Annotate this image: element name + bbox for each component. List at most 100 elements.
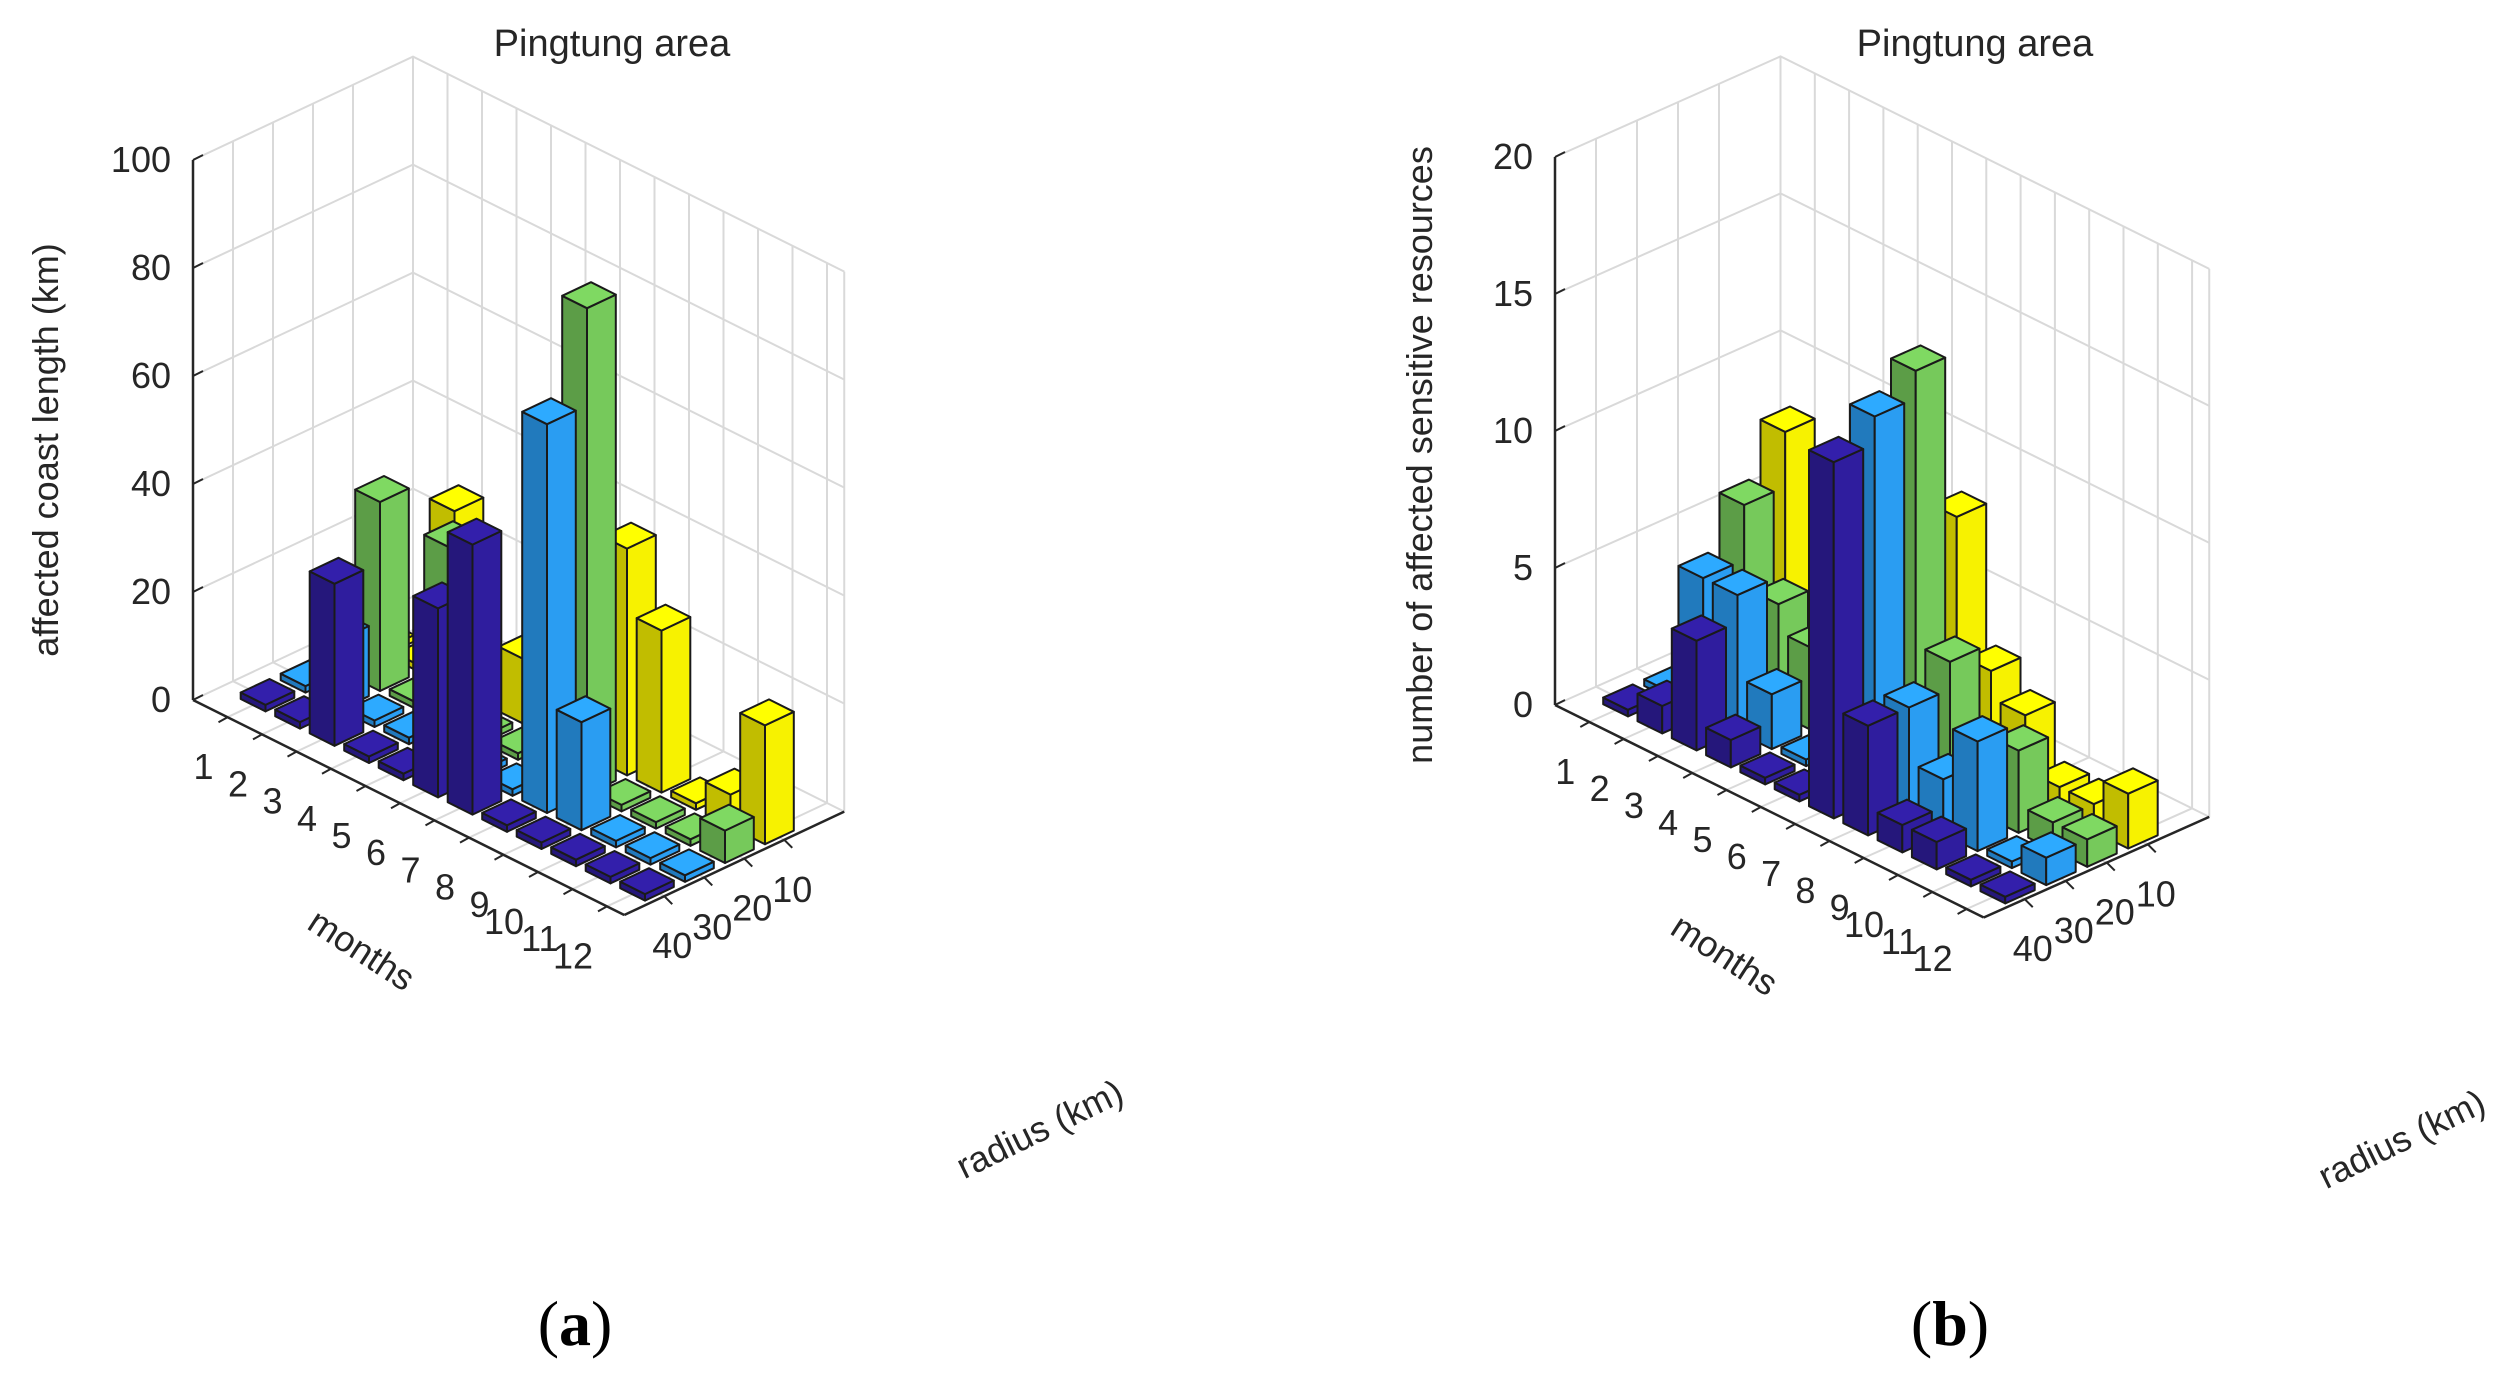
- z-tick-label: 5: [1513, 547, 1533, 588]
- bar-face-top: [481, 798, 537, 827]
- radius-tick-mark: [2147, 843, 2157, 854]
- bar-face-side: [1976, 727, 2009, 853]
- chart-panel-b: Pingtung area number of affected sensiti…: [1399, 23, 2491, 1359]
- z-tick-label: 100: [111, 139, 171, 180]
- bar-face-top: [1999, 688, 2056, 717]
- bar-face-top: [515, 815, 572, 844]
- bar-40-month-4: [343, 729, 399, 764]
- bar-face-top: [2020, 831, 2077, 859]
- bar-face-top: [1711, 568, 1768, 597]
- radius-tick-label: 40: [652, 925, 692, 966]
- radius-axis-line: [1983, 815, 2210, 919]
- z-tick-mark: [1554, 562, 1566, 569]
- radius-axis-line: [623, 810, 845, 917]
- z-gridline: [192, 379, 845, 597]
- bar-face-top: [521, 397, 577, 426]
- month-tick-label: 2: [228, 763, 248, 804]
- bar-40-month-8: [481, 798, 537, 833]
- bar-40-month-4: [1705, 713, 1762, 769]
- bar-face-top: [1718, 478, 1775, 506]
- month-tick-label: 2: [1590, 768, 1610, 809]
- bar-face-top: [1924, 635, 1981, 663]
- bar-face-side: [764, 710, 795, 846]
- chart-panel-a: Pingtung area affected coast length (km)…: [25, 23, 1129, 1359]
- month-tick-mark: [1785, 823, 1796, 830]
- radius-tick-mark: [703, 876, 713, 887]
- bar-30-month-11: [624, 831, 681, 866]
- bar-face-top: [555, 695, 612, 724]
- bar-face-side: [580, 707, 612, 832]
- chart-title-a: Pingtung area: [494, 23, 731, 65]
- z-tick-mark: [192, 262, 204, 269]
- bar-face-front: [412, 595, 439, 799]
- month-tick-label: 7: [400, 849, 420, 890]
- bar-face-top: [739, 698, 795, 727]
- radius-tick-mark: [2024, 898, 2034, 908]
- z-tick-mark: [1554, 151, 1566, 158]
- radius-tick-mark: [663, 895, 673, 905]
- bar-20-month-10: [630, 795, 686, 830]
- bar-face-top: [2102, 767, 2159, 795]
- z-tick-label: 20: [1493, 136, 1533, 177]
- z-tick-label: 10: [1493, 410, 1533, 451]
- z-tick-mark: [192, 694, 204, 701]
- bar-face-top: [699, 803, 755, 832]
- x-axis-label-a: months: [301, 900, 422, 999]
- bar-face-top: [1945, 853, 2002, 881]
- month-tick-mark: [1854, 857, 1865, 864]
- month-tick-mark: [287, 750, 297, 758]
- month-tick-mark: [252, 733, 263, 741]
- radius-tick-label: 30: [2054, 910, 2094, 951]
- caption-a: (a): [538, 1288, 613, 1359]
- bar-40-month-11: [1945, 853, 2002, 888]
- bar-face-top: [239, 678, 296, 706]
- month-tick-mark: [1648, 755, 1659, 762]
- z-tick-mark: [1554, 425, 1566, 432]
- radius-ticks-a: 40 30 20 10: [652, 839, 812, 966]
- month-tick-label: 5: [1692, 819, 1712, 860]
- bar-face-top: [1876, 798, 1933, 826]
- radius-ticks-b: 40 30 20 10: [2013, 843, 2176, 969]
- month-tick-label: 5: [331, 815, 351, 856]
- month-tick-mark: [1682, 772, 1693, 779]
- bar-face-front: [1842, 712, 1869, 837]
- radius-tick-mark: [743, 857, 753, 868]
- bar-40-month-3: [308, 556, 365, 747]
- bar-face-top: [1979, 870, 2036, 898]
- bar-face-top: [590, 814, 646, 842]
- z-tick-label: 80: [131, 247, 171, 288]
- bar-30-month-12: [659, 848, 715, 883]
- bar-face-side: [379, 487, 410, 692]
- z-axis-label-a: affected coast length (km): [25, 243, 66, 657]
- month-tick-mark: [597, 905, 608, 913]
- z-gridline: [192, 55, 845, 273]
- z-tick-mark: [192, 154, 204, 161]
- month-tick-label: 12: [553, 935, 593, 976]
- month-tick-mark: [563, 888, 573, 896]
- caption-b: (b): [1911, 1288, 1989, 1359]
- bar-face-top: [619, 867, 675, 896]
- month-tick-mark: [356, 785, 366, 792]
- month-tick-label: 3: [262, 781, 282, 822]
- bar-face-top: [1746, 667, 1803, 696]
- bar-40-month-10: [1910, 815, 1968, 871]
- bar-face-front: [635, 617, 663, 794]
- month-tick-label: 9: [469, 884, 489, 925]
- month-tick-mark: [390, 802, 401, 810]
- bar-face-top: [1808, 435, 1865, 464]
- month-tick-label: 12: [1913, 938, 1953, 979]
- y-axis-label-a: radius (km): [950, 1071, 1130, 1187]
- bar-face-side: [660, 616, 692, 794]
- bar-face-top: [584, 850, 641, 878]
- month-tick-label: 11: [521, 918, 558, 959]
- month-tick-label: 4: [297, 798, 317, 839]
- z-tick-mark: [1554, 288, 1566, 295]
- z-tick-label: 0: [151, 679, 171, 720]
- radius-tick-mark: [2106, 861, 2116, 872]
- bar-40-month-11: [584, 850, 641, 885]
- month-tick-label: 10: [484, 901, 524, 942]
- month-tick-label: 10: [1844, 904, 1884, 945]
- month-tick-label: 6: [366, 832, 386, 873]
- month-tick-mark: [1579, 721, 1590, 728]
